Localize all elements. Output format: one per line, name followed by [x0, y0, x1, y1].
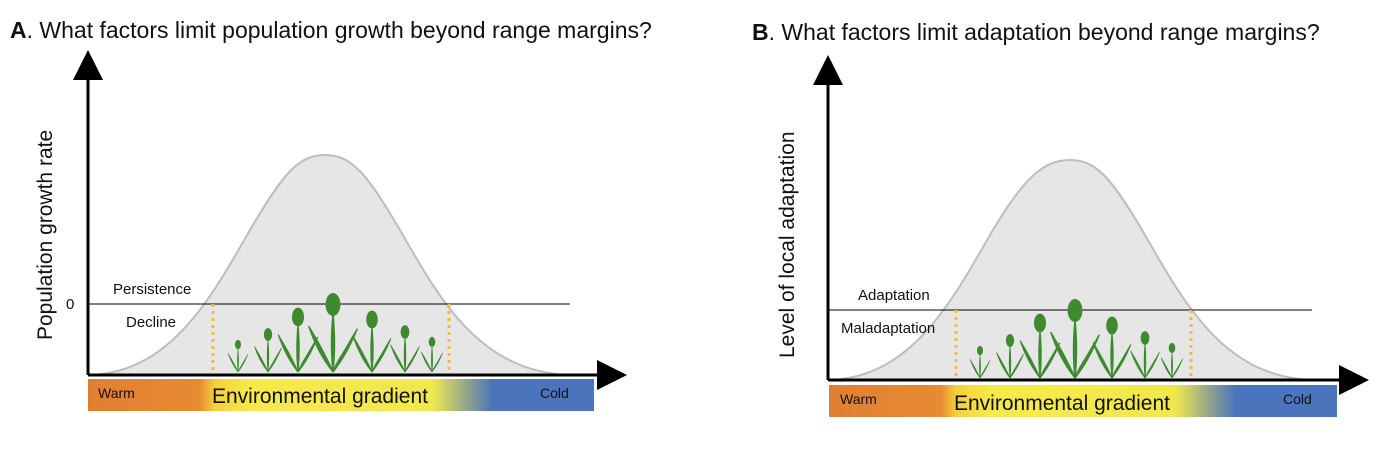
panel-a-persistence-label: Persistence	[113, 281, 191, 298]
panel-b-gradient-bar	[829, 385, 1337, 417]
panel-b-title-text: . What factors limit adaptation beyond r…	[769, 19, 1320, 45]
panel-a-warm-label: Warm	[98, 385, 135, 401]
panel-b-letter: B	[752, 19, 769, 45]
panel-b-cold-label: Cold	[1283, 391, 1312, 407]
panel-b-title: B. What factors limit adaptation beyond …	[752, 19, 1320, 45]
panel-b-gradient-label: Environmental gradient	[954, 392, 1170, 415]
panel-b-bell-curve	[829, 158, 1313, 381]
panel-b: B. What factors limit adaptation beyond …	[752, 19, 1369, 417]
panel-b-y-axis-label: Level of local adaptation	[776, 132, 799, 359]
panel-a-decline-label: Decline	[126, 314, 176, 331]
panel-a-title-text: . What factors limit population growth b…	[27, 17, 652, 43]
panel-a-title: A. What factors limit population growth …	[10, 17, 652, 43]
panel-a-zero-tick: 0	[66, 296, 74, 313]
panel-a-letter: A	[10, 17, 27, 43]
panel-a-y-axis-label: Population growth rate	[34, 130, 57, 340]
panel-b-maladaptation-label: Maladaptation	[841, 320, 935, 337]
panel-a-bell-curve	[89, 153, 571, 376]
panel-a-gradient-label: Environmental gradient	[212, 385, 428, 408]
panel-a-cold-label: Cold	[540, 385, 569, 401]
panel-b-warm-label: Warm	[840, 391, 877, 407]
panel-a-gradient-bar	[88, 379, 594, 411]
panel-b-adaptation-label: Adaptation	[858, 287, 930, 304]
panel-a: A. What factors limit population growth …	[10, 17, 652, 411]
